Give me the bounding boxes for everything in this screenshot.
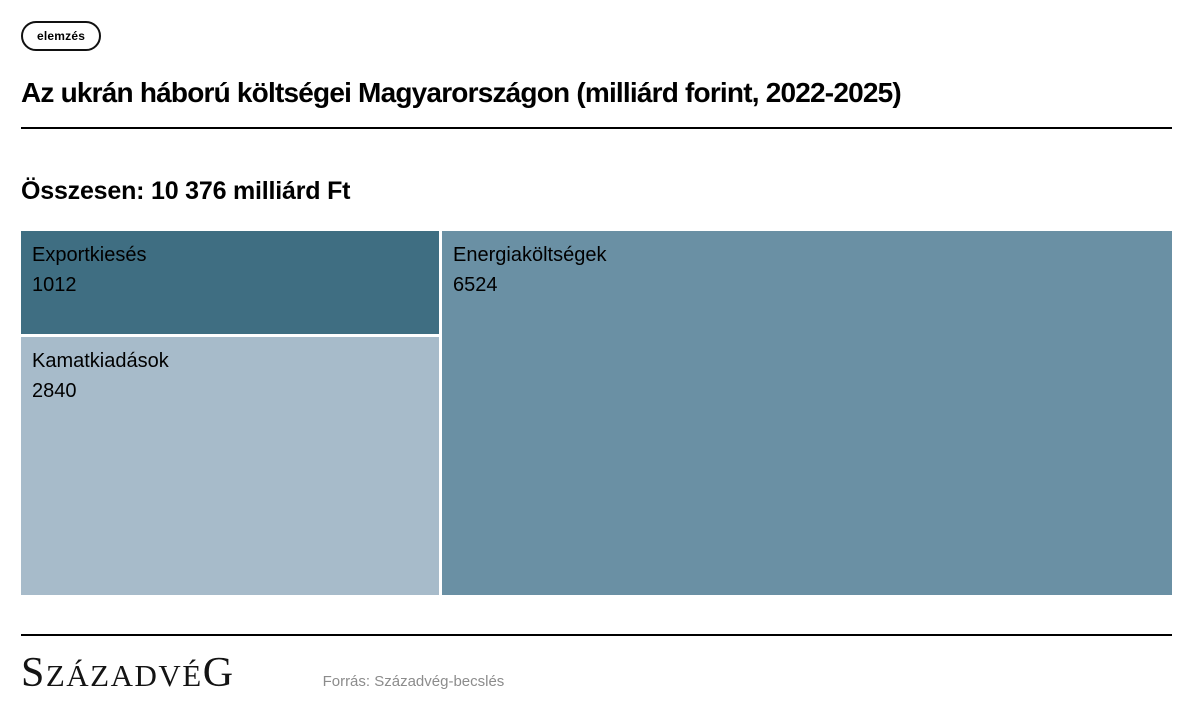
treemap-block-value: 2840 <box>32 380 77 403</box>
page-title: Az ukrán háború költségei Magyarországon… <box>21 77 902 108</box>
footer: SZÁZADVÉG Forrás: Századvég-becslés <box>21 649 1172 697</box>
treemap-block-label: Energiaköltségek <box>453 244 607 266</box>
logo-letters: ZÁZADVÉ <box>45 658 203 693</box>
treemap-block-label: Kamatkiadások <box>32 350 169 373</box>
treemap-block-energiakoltsegek[interactable]: Energiaköltségek 6524 <box>442 231 1172 595</box>
treemap-col-left: Exportkiesés 1012 Kamatkiadások 2840 <box>21 231 440 595</box>
logo-letter: S <box>21 650 46 696</box>
header-divider <box>21 127 1172 129</box>
source-note: Forrás: Századvég-becslés <box>322 673 505 690</box>
szazadveg-logo[interactable]: SZÁZADVÉG <box>21 649 235 697</box>
treemap-block-value: 1012 <box>32 274 77 296</box>
logo-letter: G <box>202 650 235 696</box>
footer-divider <box>21 634 1172 636</box>
treemap-block-label: Exportkiesés <box>32 244 147 266</box>
total-label: Összesen: 10 376 milliárd Ft <box>21 177 351 205</box>
treemap-block-exportkieses[interactable]: Exportkiesés 1012 <box>21 231 440 335</box>
category-badge[interactable]: elemzés <box>21 21 102 51</box>
treemap: Exportkiesés 1012 Kamatkiadások 2840 Ene… <box>21 231 1172 595</box>
treemap-block-kamatkiadasok[interactable]: Kamatkiadások 2840 <box>21 337 440 595</box>
treemap-block-value: 6524 <box>453 274 498 296</box>
